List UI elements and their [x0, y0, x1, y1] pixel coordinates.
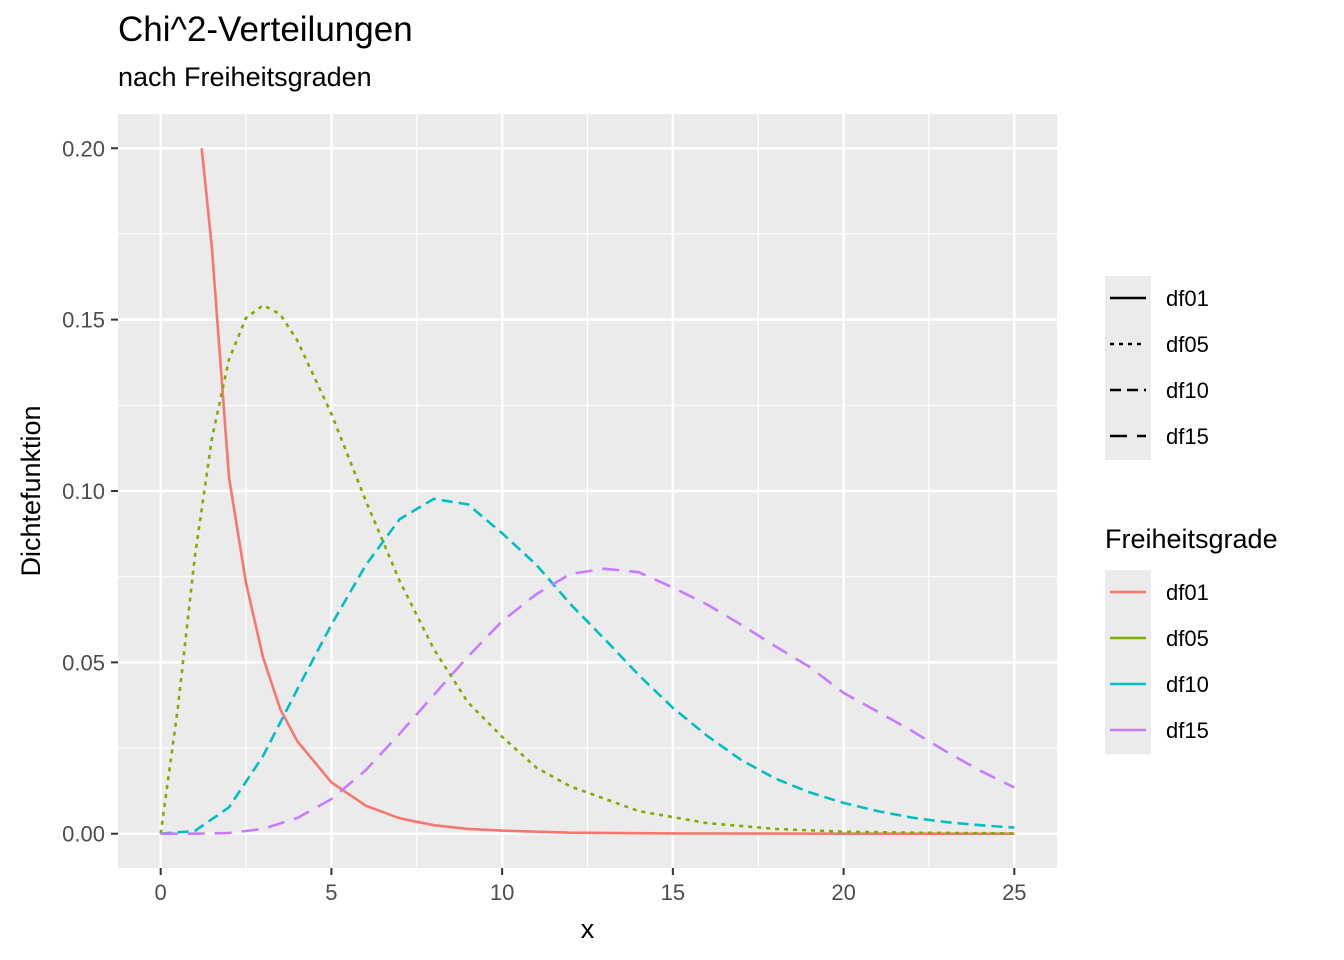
legend: df01 df05 df10 df15 Freiheitsgrade df01 df05 df… — [1105, 276, 1278, 754]
series-line-df15 — [160, 567, 1015, 835]
x-tick-label: 10 — [490, 880, 514, 905]
y-tick-label: 0.05 — [62, 650, 105, 675]
legend-linetype-label: df01 — [1166, 286, 1209, 311]
x-tick-label: 25 — [1002, 880, 1026, 905]
legend-colour-label: df15 — [1166, 718, 1209, 743]
y-tick-label: 0.10 — [62, 479, 105, 504]
legend-linetype-label: df05 — [1166, 332, 1209, 357]
series-line-df01 — [200, 148, 1015, 835]
series-line-df05 — [159, 303, 1015, 835]
legend-colour-label: df05 — [1166, 626, 1209, 651]
legend-title: Freiheitsgrade — [1105, 524, 1278, 554]
x-tick-label: 20 — [831, 880, 855, 905]
legend-key-background — [1105, 276, 1151, 460]
y-tick-label: 0.00 — [62, 822, 105, 847]
y-tick-label: 0.20 — [62, 136, 105, 161]
legend-colour-label: df01 — [1166, 580, 1209, 605]
legend-linetype-label: df10 — [1166, 378, 1209, 403]
x-tick-label: 15 — [661, 880, 685, 905]
legend-colour-label: df10 — [1166, 672, 1209, 697]
x-axis-label: x — [581, 914, 595, 944]
y-axis-label: Dichtefunktion — [16, 405, 46, 576]
x-tick-label: 5 — [325, 880, 337, 905]
series-line-df10 — [160, 497, 1015, 835]
x-tick-label: 0 — [155, 880, 167, 905]
legend-key-background — [1105, 570, 1151, 754]
chart-title: Chi^2-Verteilungen — [118, 10, 413, 49]
legend-linetype-label: df15 — [1166, 424, 1209, 449]
chart-subtitle: nach Freiheitsgraden — [118, 62, 372, 92]
y-tick-label: 0.15 — [62, 308, 105, 333]
